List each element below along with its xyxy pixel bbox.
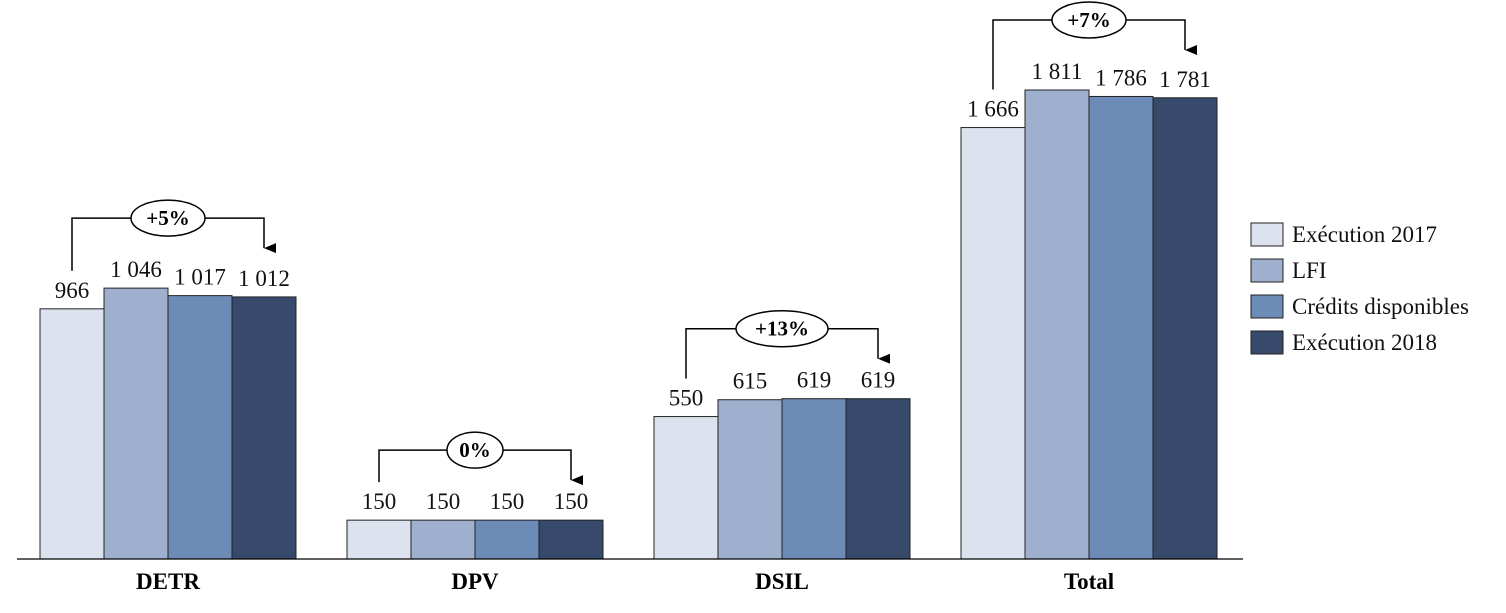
bar-dpv-2 [474, 519, 540, 560]
value-label: 1 017 [174, 265, 226, 290]
value-label: 615 [733, 369, 768, 394]
growth-percent-label: 0% [459, 438, 491, 462]
bar-total-3 [1152, 97, 1218, 560]
category-label: DETR [136, 569, 200, 594]
growth-brackets-layer: +5% 0% +13% +7% [71, 1, 1197, 486]
bar-dpv-1 [410, 519, 476, 560]
bar-detr-3 [231, 296, 297, 560]
legend: Exécution 2017 LFI Crédits disponibles Exéc… [1250, 222, 1469, 355]
bars-layer [39, 89, 1218, 560]
growth-badge [130, 199, 206, 237]
value-label: 966 [55, 278, 90, 303]
bar-detr-0 [39, 308, 105, 560]
value-label: 1 811 [1032, 59, 1083, 84]
bar-total-1 [1024, 89, 1090, 560]
bar-dsil-0 [653, 416, 719, 560]
bar-detr-1 [103, 287, 169, 560]
bar-total-2 [1088, 95, 1154, 560]
value-label: 1 012 [238, 266, 290, 291]
legend-label: Exécution 2018 [1292, 330, 1437, 355]
value-label: 1 786 [1095, 65, 1147, 90]
legend-label: Crédits disponibles [1292, 294, 1469, 319]
value-label: 150 [490, 489, 525, 514]
bar-dpv-0 [346, 519, 412, 560]
value-label: 150 [426, 489, 461, 514]
category-labels-layer: DETR DPV DSIL Total [136, 569, 1114, 594]
category-label: DPV [451, 569, 499, 594]
growth-percent-label: +13% [755, 317, 809, 341]
growth-percent-label: +7% [1067, 8, 1110, 32]
value-label: 550 [669, 386, 704, 411]
legend-swatch [1250, 222, 1284, 247]
bar-dsil-3 [845, 398, 911, 560]
value-label: 150 [362, 489, 397, 514]
legend-swatch [1250, 258, 1284, 283]
value-label: 619 [861, 368, 896, 393]
value-label: 619 [797, 368, 832, 393]
category-label: Total [1064, 569, 1114, 594]
value-label: 150 [554, 489, 589, 514]
legend-swatch [1250, 294, 1284, 319]
legend-swatch [1250, 330, 1284, 355]
value-label: 1 046 [110, 257, 162, 282]
growth-badge [446, 431, 504, 469]
bar-dsil-1 [717, 399, 783, 560]
bar-dpv-3 [538, 519, 604, 560]
value-labels-layer: 966 1 046 1 017 1 012 150 150 150 150 550 615 619 6… [55, 59, 1211, 514]
bar-detr-2 [167, 295, 233, 560]
value-label: 1 781 [1159, 67, 1211, 92]
bar-dsil-2 [781, 398, 847, 560]
bar-total-0 [960, 127, 1026, 560]
growth-percent-label: +5% [146, 206, 189, 230]
legend-label: Exécution 2017 [1292, 222, 1437, 247]
growth-badge [1051, 1, 1127, 39]
category-label: DSIL [755, 569, 809, 594]
growth-badge [735, 309, 829, 348]
value-label: 1 666 [967, 97, 1019, 122]
legend-label: LFI [1292, 258, 1327, 283]
